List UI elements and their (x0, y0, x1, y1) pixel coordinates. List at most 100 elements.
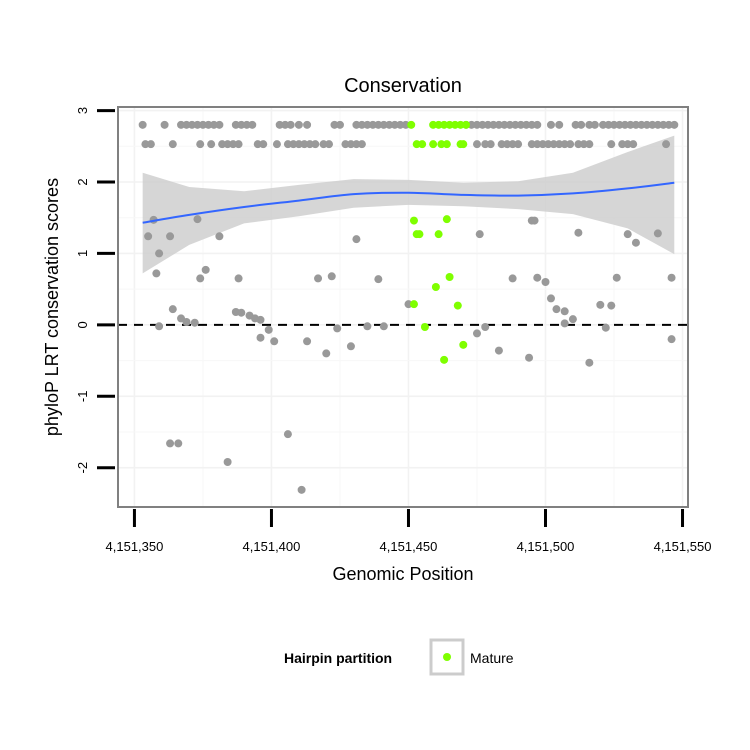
other-point (538, 140, 547, 149)
other-point (294, 140, 303, 149)
mature-point (440, 355, 449, 364)
other-point (533, 120, 542, 129)
other-point (215, 120, 224, 129)
other-point (223, 140, 232, 149)
other-point (286, 120, 295, 129)
other-point (642, 120, 651, 129)
other-point (664, 120, 673, 129)
other-point (546, 120, 555, 129)
other-point (294, 120, 303, 129)
other-point (303, 337, 312, 346)
other-point (201, 265, 210, 274)
other-point (374, 120, 383, 129)
other-point (508, 274, 517, 283)
other-point (390, 120, 399, 129)
smooth-trend-line (142, 181, 675, 224)
legend-title: Hairpin partition (284, 650, 392, 666)
other-point (146, 140, 155, 149)
other-point (472, 120, 481, 129)
other-point (333, 324, 342, 333)
mature-point (437, 140, 446, 149)
other-point (615, 120, 624, 129)
other-point (577, 120, 586, 129)
y-tick-label: 3 (75, 107, 90, 114)
y-tick-label: 1 (75, 250, 90, 257)
other-point (579, 140, 588, 149)
mature-point (453, 301, 462, 310)
x-tick-label: 4,151,400 (243, 539, 301, 554)
mature-point (459, 340, 468, 349)
mature-point (440, 120, 449, 129)
y-tick-label: -1 (75, 391, 90, 403)
other-point (667, 335, 676, 344)
other-point (568, 315, 577, 324)
x-axis-title: Genomic Position (332, 564, 473, 584)
other-point (363, 120, 372, 129)
other-point (637, 120, 646, 129)
other-point (555, 140, 564, 149)
other-point (659, 120, 668, 129)
other-point (168, 140, 177, 149)
legend-mature-marker (443, 653, 451, 661)
other-point (662, 140, 671, 149)
other-point (196, 140, 205, 149)
x-tick-label: 4,151,450 (380, 539, 438, 554)
other-point (174, 439, 183, 448)
mature-point (415, 230, 424, 239)
other-point (253, 140, 262, 149)
other-point (314, 274, 323, 283)
other-point (311, 140, 320, 149)
other-point (472, 329, 481, 338)
other-point (281, 120, 290, 129)
grid-lines (118, 107, 688, 507)
other-point (144, 232, 153, 241)
other-point (330, 120, 339, 129)
other-point (283, 430, 292, 439)
other-point (516, 120, 525, 129)
other-point (264, 325, 273, 334)
mature-point (429, 140, 438, 149)
mature-point (442, 140, 451, 149)
other-point (648, 120, 657, 129)
other-point (368, 120, 377, 129)
other-point (177, 120, 186, 129)
other-point (182, 120, 191, 129)
other-point (363, 322, 372, 331)
other-point (533, 140, 542, 149)
other-point (289, 140, 298, 149)
mature-point (434, 230, 443, 239)
other-point (270, 337, 279, 346)
other-point (544, 140, 553, 149)
other-point (215, 232, 224, 241)
other-point (525, 353, 534, 362)
other-point (352, 235, 361, 244)
other-point (590, 120, 599, 129)
other-point (494, 120, 503, 129)
other-point (585, 120, 594, 129)
mature-point (445, 273, 454, 281)
y-tick-label: 2 (75, 178, 90, 185)
other-point (599, 120, 608, 129)
other-point (207, 140, 216, 149)
other-point (546, 294, 555, 303)
other-point (256, 333, 265, 342)
other-point (571, 120, 580, 129)
mature-point (412, 140, 421, 149)
other-point (483, 120, 492, 129)
other-point (670, 120, 679, 129)
mature-point (407, 120, 416, 129)
other-point (379, 322, 388, 331)
legend-label-mature: Mature (470, 650, 514, 666)
other-point (618, 140, 627, 149)
other-point (604, 120, 613, 129)
other-point (527, 140, 536, 149)
other-point (357, 120, 366, 129)
legend: Hairpin partition Mature (284, 638, 514, 676)
mature-point (462, 120, 471, 129)
other-point (152, 269, 161, 278)
x-tick-label: 4,151,550 (654, 539, 712, 554)
mature-point (434, 120, 443, 129)
other-point (209, 120, 218, 129)
other-point (346, 140, 355, 149)
